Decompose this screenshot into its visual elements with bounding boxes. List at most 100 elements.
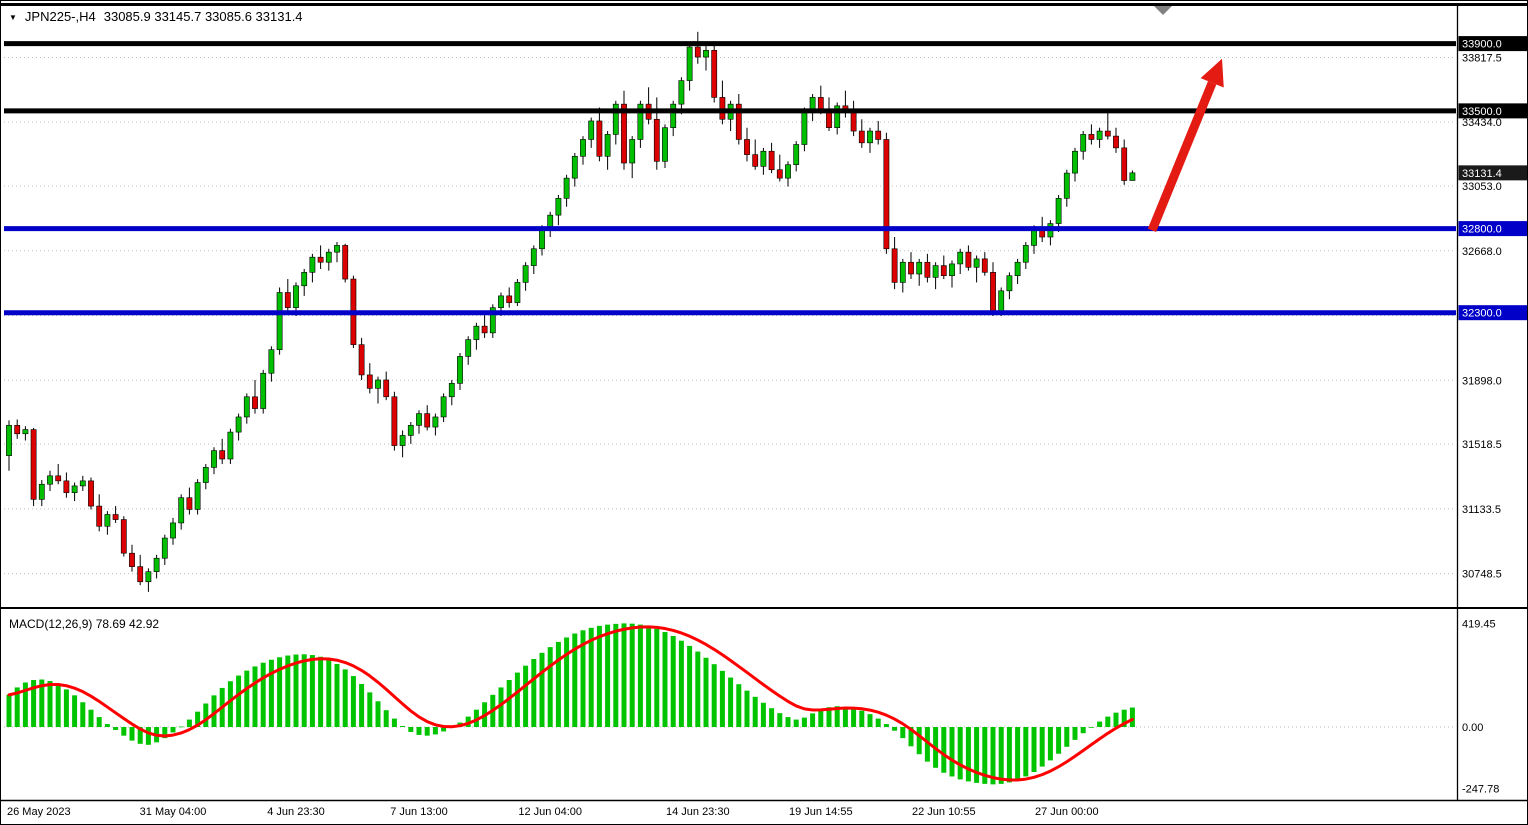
candle <box>38 480 45 507</box>
macd-bar <box>908 727 914 747</box>
candle <box>366 363 373 394</box>
macd-bar <box>728 677 734 727</box>
candle <box>104 511 111 535</box>
macd-bar <box>1088 727 1094 728</box>
macd-bar <box>342 669 348 727</box>
macd-bar <box>883 724 889 727</box>
candle <box>194 479 201 515</box>
candle <box>1088 124 1095 145</box>
price-badge-33131.4: 33131.4 <box>1458 165 1527 181</box>
candle <box>867 127 873 153</box>
macd-bar <box>1064 727 1070 747</box>
macd-bar <box>1080 727 1086 734</box>
macd-bar <box>104 724 110 727</box>
macd-bar <box>1113 712 1119 727</box>
symbol-marker-icon: ▼ <box>9 12 17 22</box>
macd-bar <box>203 703 209 727</box>
svg-text:32800.0: 32800.0 <box>1462 224 1502 236</box>
candle <box>1080 131 1087 160</box>
candle <box>801 107 808 152</box>
price-badge-33900: 33900.0 <box>1458 36 1527 52</box>
macd-bar <box>31 680 37 727</box>
macd-bar <box>564 637 570 727</box>
macd-bar <box>736 684 742 727</box>
price-badge-32800: 32800.0 <box>1458 221 1527 237</box>
macd-bar <box>613 623 619 727</box>
candle <box>899 258 906 293</box>
macd-bar <box>810 713 816 727</box>
price-gridlines <box>4 56 1456 575</box>
macd-bar <box>1039 727 1045 767</box>
candle <box>653 97 660 170</box>
macd-bar <box>424 727 430 736</box>
macd-bar <box>588 627 594 727</box>
macd-bar <box>88 709 94 727</box>
macd-bar <box>22 682 28 727</box>
macd-bar <box>383 710 389 727</box>
chart-shift-marker-icon[interactable] <box>1154 6 1172 15</box>
macd-bar <box>416 727 422 735</box>
macd-bar <box>359 683 365 727</box>
candle <box>875 120 882 145</box>
price-axis[interactable]: 33817.533434.033053.032668.032283.531898… <box>1458 36 1528 795</box>
macd-bar <box>744 690 750 727</box>
macd-bar <box>408 727 414 732</box>
candle <box>555 194 562 226</box>
candle <box>178 494 185 530</box>
macd-tick-label: 419.45 <box>1462 618 1496 630</box>
macd-bar <box>711 664 717 727</box>
macd-bar <box>1015 727 1021 780</box>
candle <box>161 534 168 565</box>
macd-bar <box>1023 727 1029 777</box>
candle <box>842 90 849 118</box>
candle <box>424 405 431 431</box>
macd-bar <box>801 717 807 727</box>
candle <box>465 336 472 365</box>
candle <box>432 413 439 436</box>
macd-bar <box>334 663 340 727</box>
candle <box>760 147 767 175</box>
macd-bar <box>285 655 291 727</box>
macd-bar <box>793 719 799 727</box>
macd-bar <box>1121 709 1127 727</box>
arrow-shaft[interactable] <box>1147 81 1217 232</box>
macd-bar <box>367 692 373 727</box>
macd-bar <box>998 727 1004 784</box>
price-tick-label: 31133.5 <box>1462 504 1501 516</box>
symbol-period-label: JPN225-,H4 <box>24 9 96 24</box>
time-tick-label: 31 May 04:00 <box>140 806 207 818</box>
candle <box>924 253 931 283</box>
candle <box>637 100 644 148</box>
candle <box>883 132 890 254</box>
macd-bar <box>211 695 217 727</box>
macd-bar <box>646 626 652 727</box>
candle <box>957 248 964 275</box>
macd-bar <box>760 702 766 727</box>
time-tick-label: 7 Jun 13:00 <box>390 806 448 818</box>
svg-text:33500.0: 33500.0 <box>1462 106 1502 118</box>
arrow-head[interactable] <box>1200 58 1224 88</box>
candle <box>834 102 841 135</box>
candle <box>981 252 988 276</box>
time-axis[interactable]: 26 May 2023 31 May 04:00 4 Jun 23:30 7 Jun … <box>7 806 1099 818</box>
macd-tick-label: -247.78 <box>1462 783 1499 795</box>
candle <box>211 447 217 475</box>
macd-bar <box>1097 721 1103 727</box>
horizontal-line-objects[interactable] <box>4 41 1456 316</box>
macd-bar <box>703 657 709 727</box>
candle <box>317 245 324 269</box>
macd-bar <box>531 658 537 727</box>
candle <box>1104 110 1111 140</box>
macd-bar <box>293 654 299 727</box>
macd-bar <box>957 727 963 780</box>
trend-arrow-annotation[interactable] <box>1147 58 1224 232</box>
macd-bar <box>186 719 192 727</box>
candle <box>260 369 267 414</box>
macd-bar <box>63 689 69 727</box>
candle <box>858 119 865 148</box>
candle <box>547 211 554 238</box>
candle <box>727 100 734 132</box>
svg-text:33900.0: 33900.0 <box>1462 39 1502 51</box>
